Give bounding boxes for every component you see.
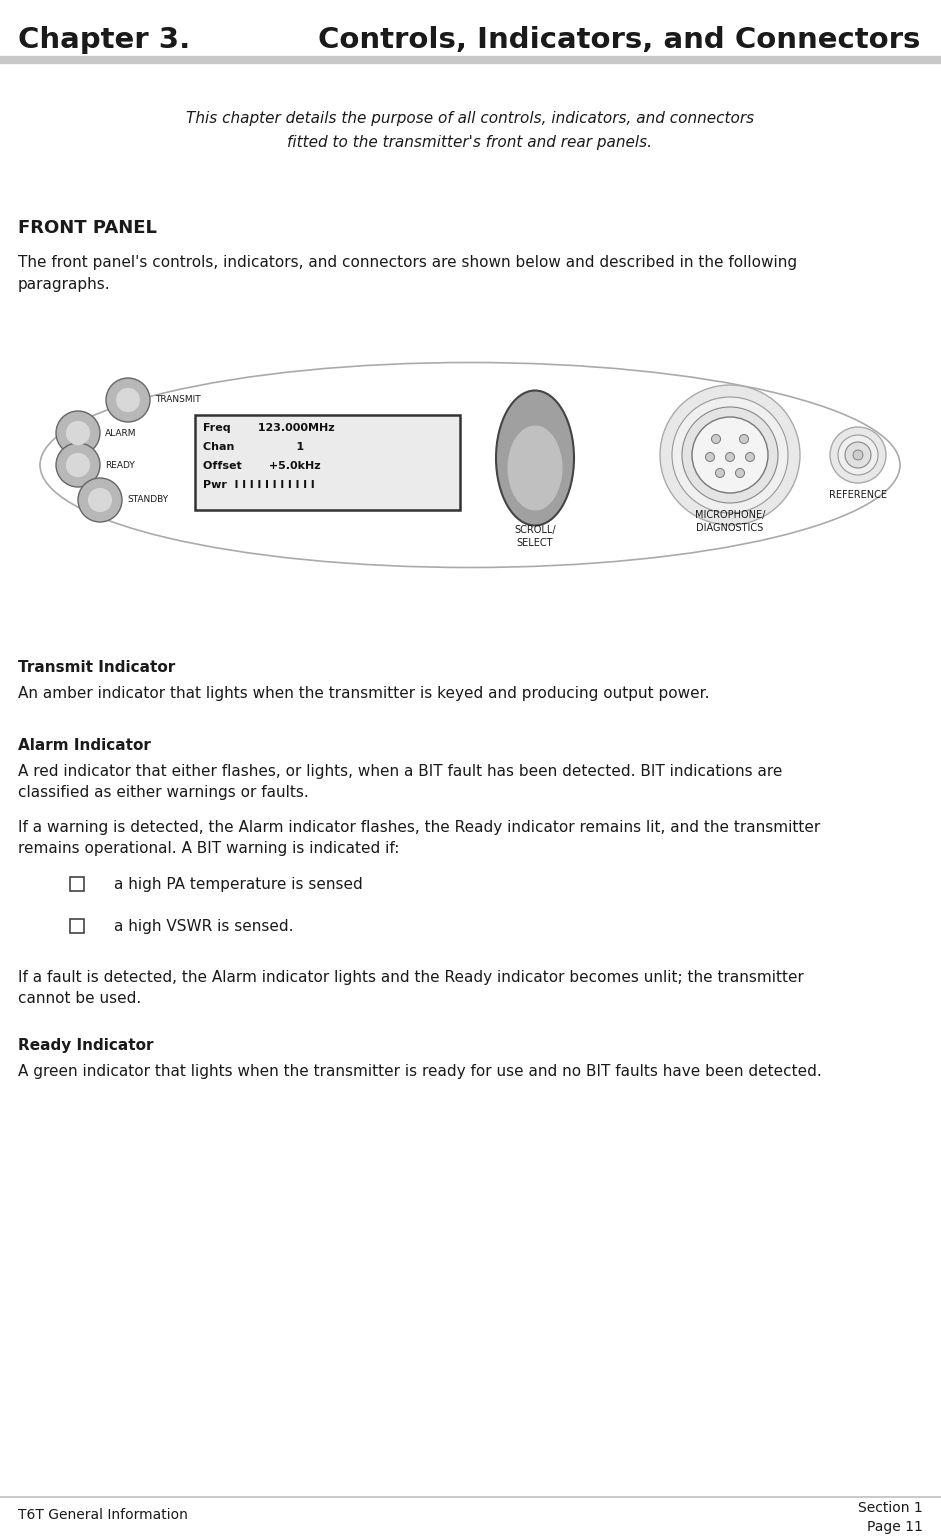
Circle shape — [88, 488, 112, 512]
Text: Transmit Indicator: Transmit Indicator — [18, 660, 175, 675]
Ellipse shape — [496, 391, 574, 526]
Text: The front panel's controls, indicators, and connectors are shown below and descr: The front panel's controls, indicators, … — [18, 255, 797, 271]
Text: Controls, Indicators, and Connectors: Controls, Indicators, and Connectors — [318, 26, 920, 54]
Text: a high PA temperature is sensed: a high PA temperature is sensed — [114, 877, 362, 892]
Text: TRANSMIT: TRANSMIT — [155, 395, 200, 404]
Text: Pwr  l l l l l l l l l l l: Pwr l l l l l l l l l l l — [203, 480, 314, 491]
Text: Section 1: Section 1 — [858, 1501, 923, 1515]
Text: If a fault is detected, the Alarm indicator lights and the Ready indicator becom: If a fault is detected, the Alarm indica… — [18, 970, 804, 1006]
Circle shape — [830, 428, 886, 483]
Bar — [195, 415, 460, 511]
Text: Offset       +5.0kHz: Offset +5.0kHz — [203, 461, 321, 471]
Circle shape — [853, 451, 863, 460]
Circle shape — [106, 378, 150, 421]
Circle shape — [845, 441, 871, 468]
Text: REFERENCE: REFERENCE — [829, 491, 887, 500]
Circle shape — [706, 452, 714, 461]
Text: paragraphs.: paragraphs. — [18, 277, 111, 292]
Circle shape — [682, 408, 778, 503]
Text: Ready Indicator: Ready Indicator — [18, 1038, 153, 1054]
Circle shape — [56, 411, 100, 455]
Text: Chapter 3.: Chapter 3. — [18, 26, 190, 54]
Bar — [70, 877, 84, 891]
Text: FRONT PANEL: FRONT PANEL — [18, 218, 157, 237]
Ellipse shape — [507, 426, 563, 511]
Text: A green indicator that lights when the transmitter is ready for use and no BIT f: A green indicator that lights when the t… — [18, 1064, 821, 1080]
Circle shape — [672, 397, 788, 514]
Circle shape — [726, 452, 735, 461]
Circle shape — [78, 478, 122, 521]
Text: Page 11: Page 11 — [867, 1520, 923, 1533]
Circle shape — [745, 452, 755, 461]
Text: fitted to the transmitter's front and rear panels.: fitted to the transmitter's front and re… — [288, 134, 652, 149]
Circle shape — [711, 435, 721, 443]
Text: STANDBY: STANDBY — [127, 495, 168, 504]
Circle shape — [740, 435, 748, 443]
Circle shape — [66, 452, 90, 477]
Text: MICROPHONE/
DIAGNOSTICS: MICROPHONE/ DIAGNOSTICS — [694, 511, 765, 534]
Circle shape — [736, 469, 744, 477]
Text: SCROLL/
SELECT: SCROLL/ SELECT — [514, 524, 556, 548]
Circle shape — [692, 417, 768, 494]
Text: READY: READY — [105, 460, 135, 469]
Circle shape — [56, 443, 100, 488]
Text: If a warning is detected, the Alarm indicator flashes, the Ready indicator remai: If a warning is detected, the Alarm indi… — [18, 820, 821, 857]
Text: a high VSWR is sensed.: a high VSWR is sensed. — [114, 918, 294, 934]
Circle shape — [116, 388, 140, 412]
Bar — [70, 920, 84, 934]
Text: An amber indicator that lights when the transmitter is keyed and producing outpu: An amber indicator that lights when the … — [18, 686, 710, 701]
Text: Freq       123.000MHz: Freq 123.000MHz — [203, 423, 335, 434]
Text: ALARM: ALARM — [105, 429, 136, 437]
Circle shape — [66, 421, 90, 444]
Text: Chan                1: Chan 1 — [203, 441, 304, 452]
Circle shape — [660, 384, 800, 524]
Text: T6T General Information: T6T General Information — [18, 1507, 188, 1523]
Circle shape — [838, 435, 878, 475]
Text: This chapter details the purpose of all controls, indicators, and connectors: This chapter details the purpose of all … — [186, 111, 754, 126]
Circle shape — [715, 469, 725, 477]
Text: Alarm Indicator: Alarm Indicator — [18, 738, 151, 754]
Text: A red indicator that either flashes, or lights, when a BIT fault has been detect: A red indicator that either flashes, or … — [18, 764, 782, 800]
